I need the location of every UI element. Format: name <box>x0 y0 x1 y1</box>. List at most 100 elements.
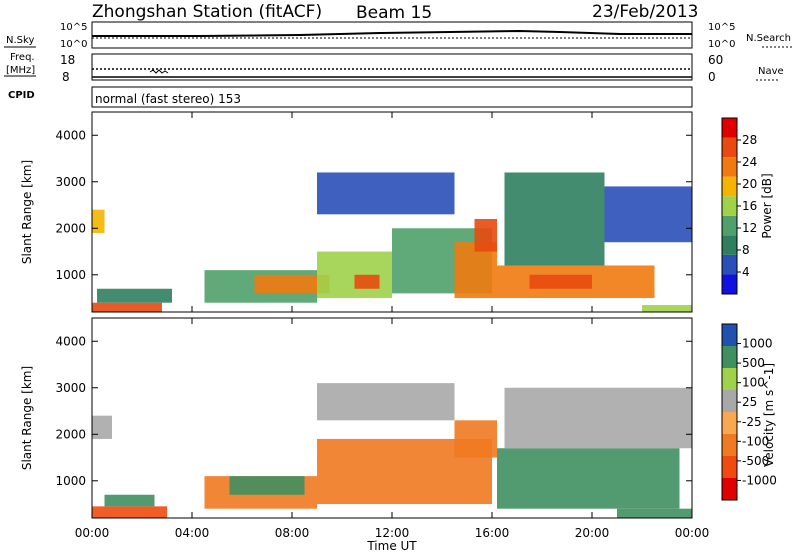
freq-tick-bottom: 8 <box>62 70 70 84</box>
power-colorbar: 4 8 12 16 20 24 28 <box>721 117 757 295</box>
power-scatter-region <box>474 218 497 252</box>
velocity-colorbar-tick-label: -1000 <box>742 473 777 487</box>
time-tick-label: 16:00 <box>475 526 510 540</box>
power-ytick-label: 4000 <box>55 128 86 142</box>
velocity-scatter-region <box>497 448 680 509</box>
nave-tick-bottom: 0 <box>708 70 716 84</box>
freq-tick-top: 18 <box>60 53 75 67</box>
velocity-ytick-label: 3000 <box>55 381 86 395</box>
nsky-strip: N.Sky 10^5 10^0 N.Search 10^5 10^0 <box>4 21 794 50</box>
velocity-colorbar-swatch <box>722 346 737 368</box>
velocity-scatter-region <box>92 415 112 439</box>
velocity-scatter-region <box>317 383 455 421</box>
power-ylabel: Slant Range [km] <box>20 160 34 264</box>
velocity-colorbar-tick-label: 25 <box>742 395 757 409</box>
velocity-colorbar-tick-label: -100 <box>742 434 769 448</box>
power-scatter-region <box>354 274 380 289</box>
station-title: Zhongshan Station (fitACF) <box>92 2 322 22</box>
velocity-colorbar-label: Velocity [m s^-1] <box>762 363 776 467</box>
cpid-label: CPID <box>8 90 35 101</box>
time-axis-labels: 00:00 04:00 08:00 12:00 16:00 20:00 00:00 <box>75 526 710 540</box>
velocity-axes: 1000 2000 3000 4000 <box>55 318 693 518</box>
velocity-scatter-region <box>617 508 692 518</box>
velocity-colorbar: -1000 -500 -100 -25 25 100 500 1000 <box>721 323 777 501</box>
velocity-ylabel: Slant Range [km] <box>20 366 34 470</box>
power-panel: 1000 2000 3000 4000 Slant Range [km] 4 8 12 16… <box>20 111 774 313</box>
nsearch-label: N.Search <box>746 33 791 44</box>
power-colorbar-tick-label: 4 <box>742 265 750 279</box>
power-colorbar-tick-label: 24 <box>742 155 757 169</box>
power-ytick-label: 2000 <box>55 221 86 235</box>
time-tick-label: 08:00 <box>275 526 310 540</box>
freq-strip: Freq. [MHz] 18 8 60 0 Nave <box>4 52 784 84</box>
power-colorbar-label: Power [dB] <box>760 173 774 238</box>
time-tick-label: 20:00 <box>575 526 610 540</box>
velocity-scatter-region <box>454 420 497 458</box>
velocity-colorbar-swatch <box>722 478 737 500</box>
cpid-text: normal (fast stereo) 153 <box>95 92 241 106</box>
freq-label-line1: Freq. <box>10 52 35 63</box>
power-scatter-region <box>604 186 692 243</box>
velocity-colorbar-swatch <box>722 456 737 478</box>
power-scatter-region <box>92 209 105 233</box>
power-colorbar-tick-label: 28 <box>742 133 757 147</box>
velocity-colorbar-swatch <box>722 390 737 412</box>
power-scatter-region <box>97 288 172 303</box>
power-data-layer <box>92 172 692 312</box>
velocity-colorbar-tick-label: 100 <box>742 376 765 390</box>
x-axis-label: Time UT <box>366 539 417 553</box>
power-colorbar-swatch <box>722 176 737 197</box>
velocity-scatter-region <box>504 387 692 449</box>
nsky-tick-top: 10^5 <box>60 22 87 33</box>
velocity-colorbar-swatch <box>722 434 737 456</box>
nave-tick-top: 60 <box>708 53 723 67</box>
power-scatter-region <box>529 274 592 289</box>
beam-label: Beam 15 <box>356 3 432 23</box>
velocity-scatter-region <box>104 494 155 507</box>
velocity-ytick-label: 1000 <box>55 474 86 488</box>
time-tick-label: 00:00 <box>75 526 110 540</box>
power-colorbar-swatch <box>722 254 737 275</box>
velocity-colorbar-swatch <box>722 368 737 390</box>
power-scatter-region <box>92 302 162 312</box>
power-colorbar-tick-label: 8 <box>742 243 750 257</box>
velocity-colorbar-tick-label: 500 <box>742 356 765 370</box>
nsky-label: N.Sky <box>6 35 34 46</box>
power-colorbar-tick-label: 20 <box>742 177 757 191</box>
velocity-colorbar-tick-label: 1000 <box>742 337 773 351</box>
nave-label: Nave <box>758 66 784 77</box>
power-colorbar-swatch <box>722 118 737 138</box>
power-colorbar-swatch <box>722 157 737 177</box>
freq-label-line2: [MHz] <box>6 65 35 76</box>
freq-burst <box>149 69 169 74</box>
velocity-ytick-label: 2000 <box>55 427 86 441</box>
velocity-colorbar-swatch <box>722 324 737 346</box>
velocity-colorbar-tick-label: -500 <box>742 454 769 468</box>
nsearch-tick-bottom: 10^0 <box>708 39 735 50</box>
power-colorbar-tick-label: 12 <box>742 221 757 235</box>
velocity-scatter-region <box>92 506 167 518</box>
power-axes: 1000 2000 3000 4000 <box>55 112 693 312</box>
nsky-tick-bottom: 10^0 <box>60 39 87 50</box>
velocity-ytick-label: 4000 <box>55 334 86 348</box>
velocity-colorbar-swatch <box>722 412 737 434</box>
power-colorbar-swatch <box>722 274 737 294</box>
date-label: 23/Feb/2013 <box>592 2 698 22</box>
power-colorbar-swatch <box>722 215 737 236</box>
cpid-strip: CPID normal (fast stereo) 153 <box>8 86 693 108</box>
nsearch-tick-top: 10^5 <box>708 22 735 33</box>
power-ytick-label: 3000 <box>55 175 86 189</box>
power-scatter-region <box>317 172 455 215</box>
power-colorbar-swatch <box>722 137 737 158</box>
velocity-colorbar-frame <box>721 323 738 501</box>
time-tick-label: 00:00 <box>675 526 710 540</box>
time-tick-label: 04:00 <box>175 526 210 540</box>
power-scatter-region <box>642 305 692 312</box>
nsky-trace <box>92 29 692 37</box>
time-tick-label: 12:00 <box>375 526 410 540</box>
velocity-colorbar-tick-label: -25 <box>742 415 762 429</box>
power-ytick-label: 1000 <box>55 268 86 282</box>
power-scatter-region <box>504 172 605 266</box>
